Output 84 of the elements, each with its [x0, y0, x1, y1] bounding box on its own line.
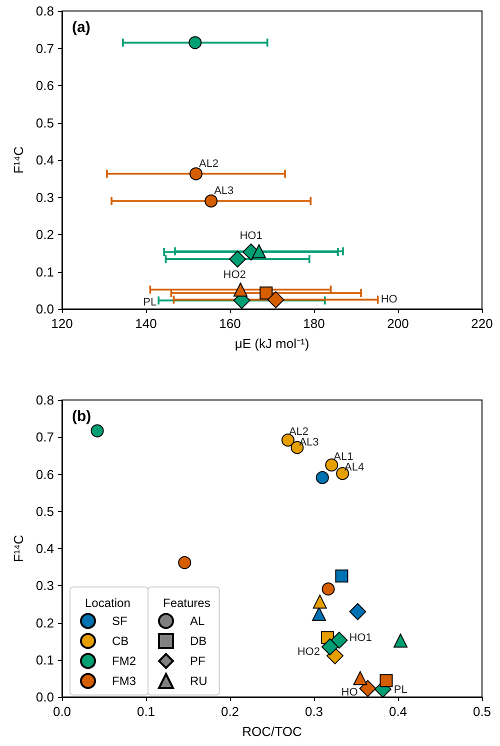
- y-tick-label: 0.1: [36, 264, 54, 280]
- point: [260, 286, 273, 300]
- y-tick-label: 0.7: [36, 430, 54, 445]
- point: [330, 632, 348, 649]
- point: [380, 674, 393, 688]
- annotation: HO1: [349, 632, 372, 644]
- point: [321, 638, 338, 656]
- point: [188, 36, 202, 50]
- legend-label: FM2: [112, 654, 136, 668]
- y-tick-label: 0.0: [36, 302, 54, 316]
- x-tick-label: 200: [387, 316, 409, 331]
- annotation: HO2: [297, 646, 320, 658]
- y-tick-label: 0.2: [36, 227, 54, 242]
- y-tick-label: 0.0: [36, 690, 54, 704]
- x-tick-label: 220: [471, 316, 493, 331]
- text: (a): [72, 19, 90, 36]
- x-tick-label: 0.0: [52, 704, 72, 719]
- annotation: AL3: [214, 184, 234, 197]
- x-tick-label: 0.3: [304, 704, 324, 719]
- point: [234, 282, 248, 297]
- legend-label: PF: [190, 654, 206, 668]
- legend-label: RU: [190, 674, 208, 688]
- legend-label: FM3: [112, 674, 136, 688]
- point: [312, 594, 327, 609]
- y-tick-label: 0.1: [36, 652, 54, 668]
- y-tick-label: 0.5: [36, 504, 54, 519]
- y-tick-label: 0.6: [36, 78, 54, 93]
- legend-label: AL: [190, 614, 206, 628]
- y-tick-label: 0.3: [36, 190, 54, 205]
- x-tick-label: 0.1: [136, 704, 156, 719]
- annotation: PL: [394, 684, 408, 696]
- text: (b): [72, 408, 92, 425]
- y-tick-label: 0.7: [36, 40, 54, 56]
- legend-label: CB: [112, 634, 129, 648]
- point: [229, 250, 246, 268]
- point: [394, 634, 408, 648]
- y-tick-label: 0.4: [36, 152, 54, 168]
- annotation: AL2: [288, 426, 309, 438]
- y-tick-label: 0.8: [36, 392, 54, 408]
- point: [252, 244, 266, 258]
- x-tick-label: 140: [135, 316, 157, 331]
- annotation: AL2: [198, 158, 219, 170]
- x-axis-title: ROC/TOC: [242, 724, 302, 739]
- point: [349, 603, 366, 620]
- point: [281, 434, 294, 447]
- annotation: PL: [143, 296, 157, 308]
- x-tick-label: 0.4: [388, 704, 408, 719]
- legend-label: DB: [190, 634, 207, 648]
- annotation: AL4: [344, 462, 364, 474]
- y-tick-label: 0.8: [36, 4, 54, 18]
- point: [267, 291, 284, 308]
- annotation: HO: [380, 294, 398, 306]
- point: [178, 556, 192, 570]
- point: [316, 471, 329, 484]
- annotation: AL3: [299, 436, 319, 449]
- annotation: HO1: [240, 230, 262, 242]
- y-tick-label: 0.3: [36, 578, 54, 594]
- annotation: HO: [341, 686, 358, 698]
- point: [353, 671, 368, 686]
- point: [335, 569, 348, 582]
- y-tick-label: 0.4: [36, 541, 54, 556]
- x-tick-label: 160: [219, 316, 241, 331]
- legend-label: SF: [112, 614, 128, 628]
- x-axis-title: μE (kJ mol⁻¹): [234, 336, 310, 351]
- point: [325, 458, 338, 472]
- x-tick-label: 0.5: [472, 704, 492, 719]
- x-tick-label: 120: [51, 316, 73, 331]
- point: [90, 424, 104, 438]
- y-axis-title: F¹⁴C: [11, 146, 26, 174]
- annotation: HO2: [223, 269, 246, 282]
- x-tick-label: 180: [303, 316, 325, 331]
- point: [204, 194, 218, 208]
- point: [322, 582, 335, 596]
- y-tick-label: 0.5: [36, 115, 54, 130]
- y-axis-title: F¹⁴C: [11, 534, 26, 562]
- text: Location: [85, 596, 130, 610]
- point: [189, 167, 202, 180]
- text: Features: [163, 596, 210, 610]
- y-tick-label: 0.2: [36, 615, 54, 630]
- annotation: AL1: [334, 450, 354, 463]
- y-tick-label: 0.6: [36, 466, 54, 482]
- point: [312, 606, 326, 621]
- point: [359, 680, 376, 697]
- x-tick-label: 0.2: [220, 704, 240, 719]
